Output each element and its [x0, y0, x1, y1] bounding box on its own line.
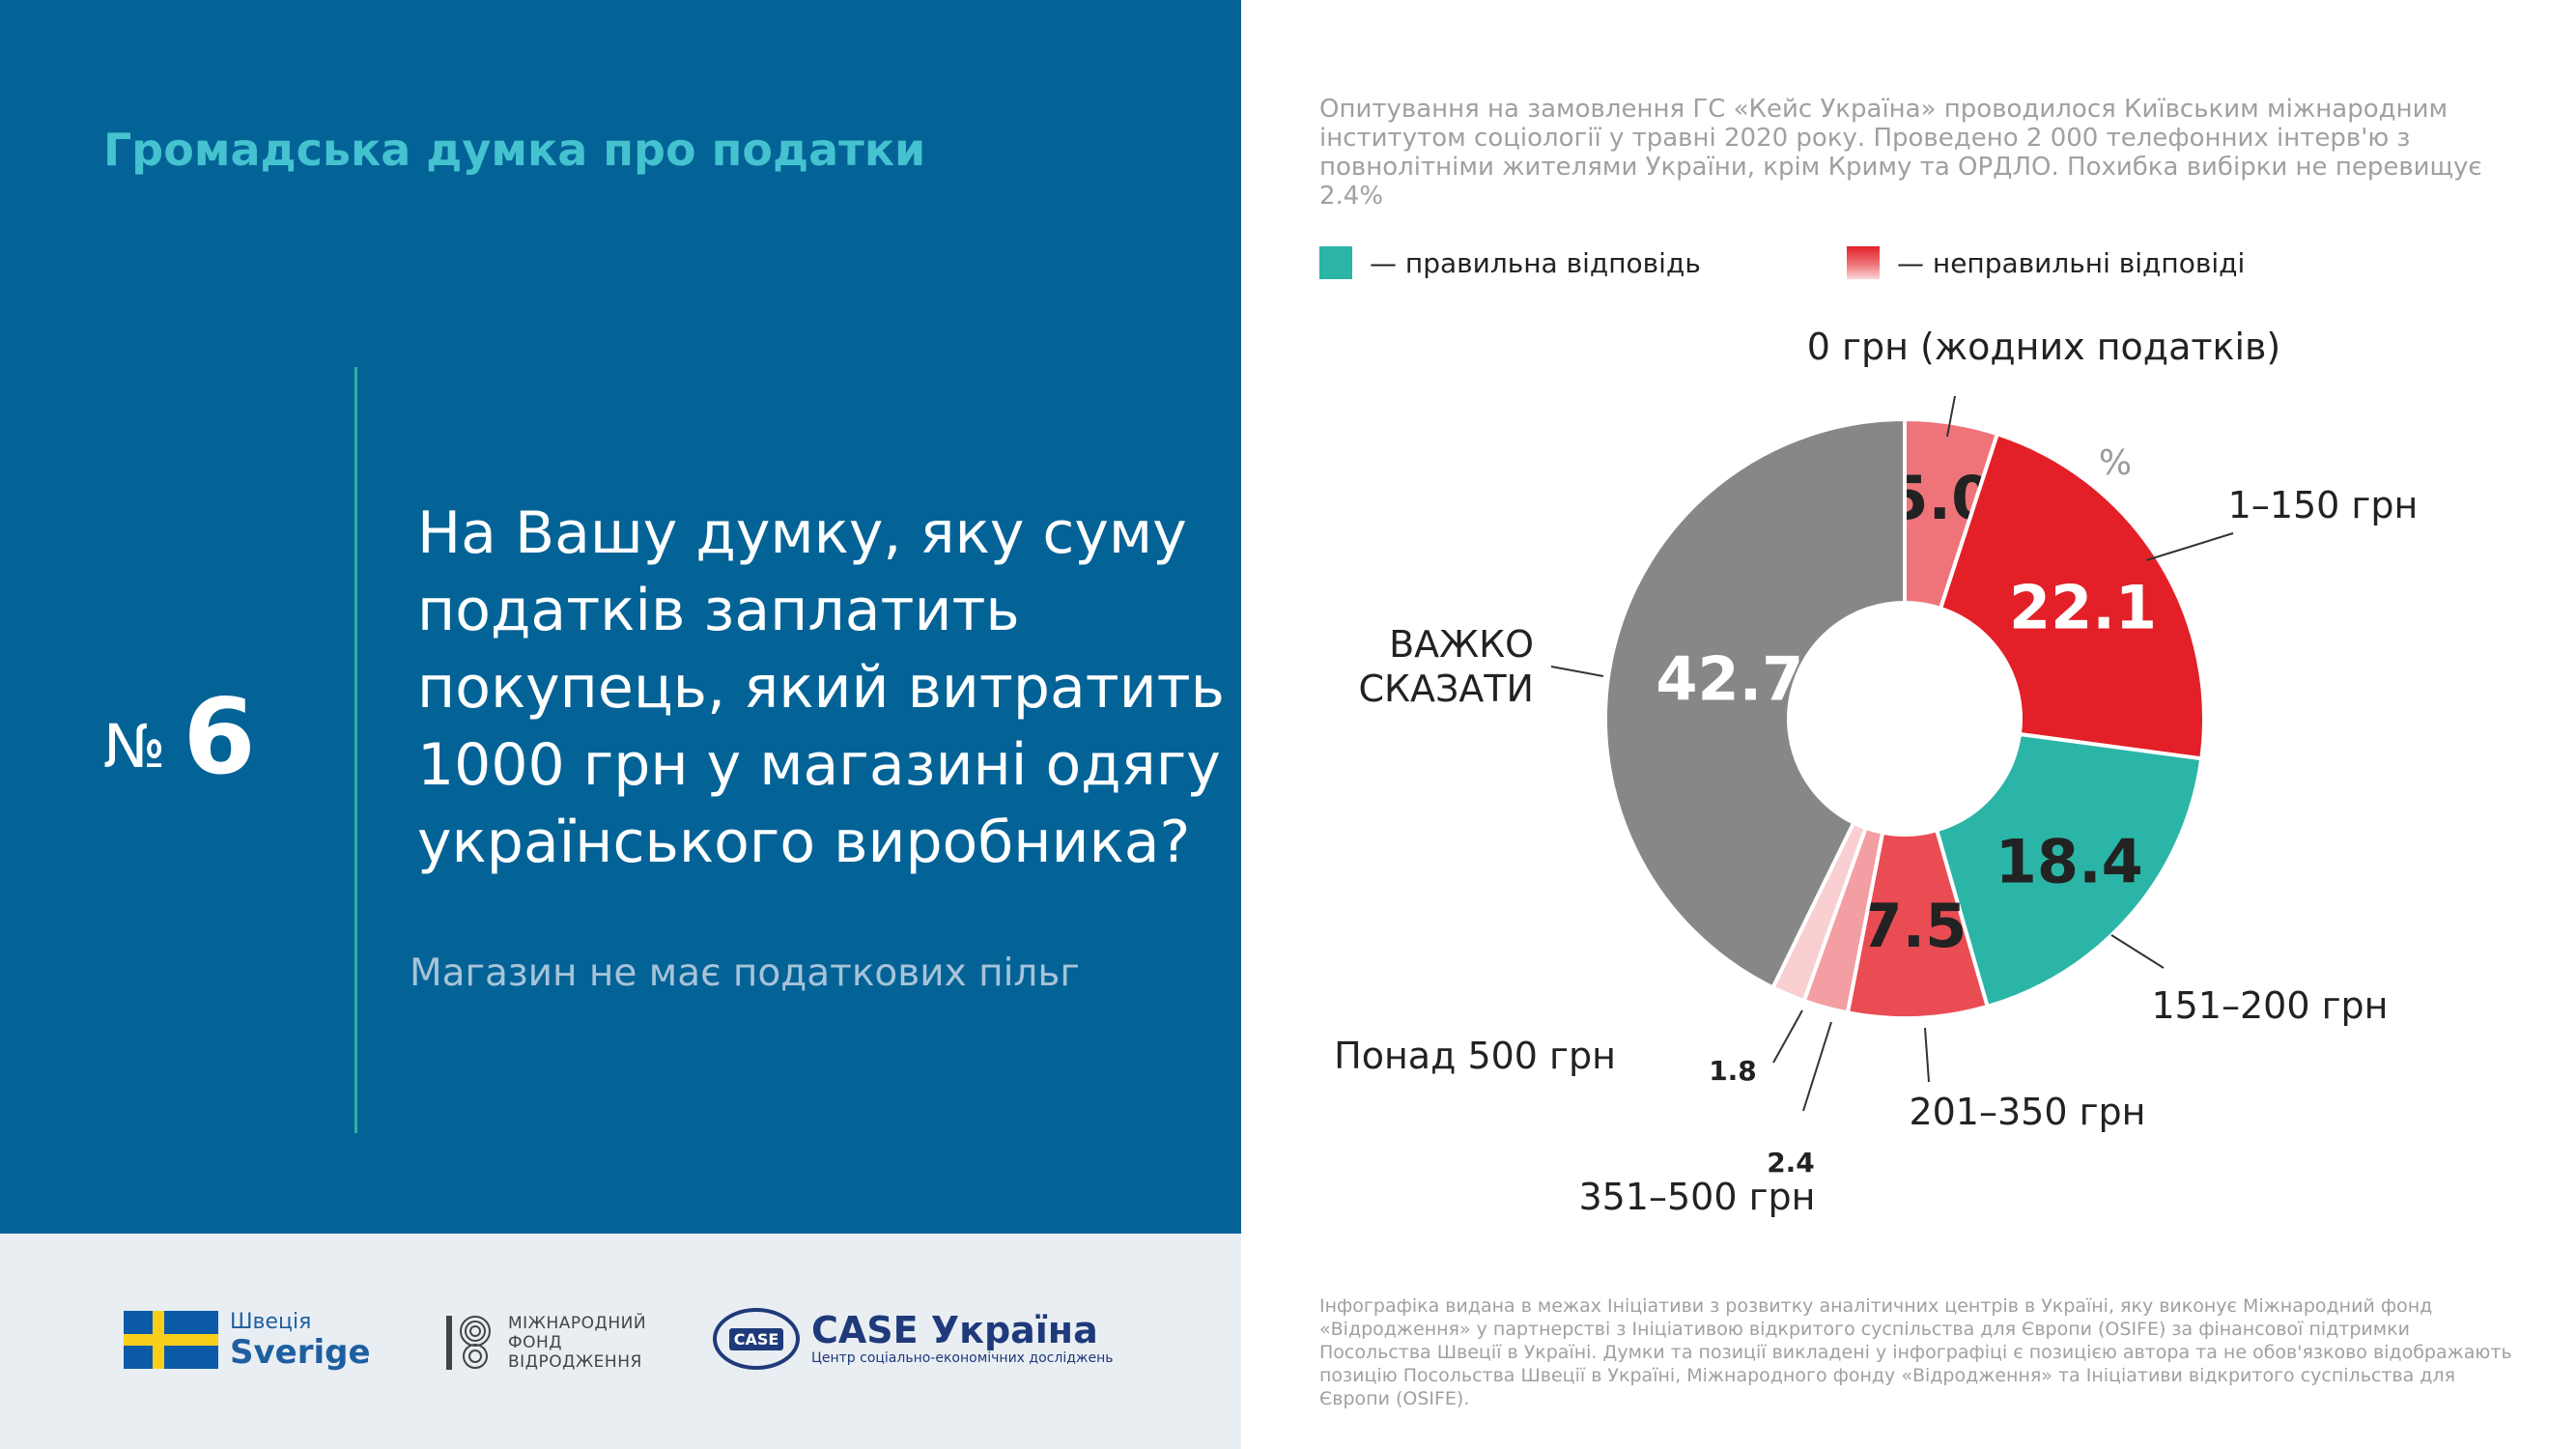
footer-disclaimer: Інфографіка видана в межах Ініціативи з …: [1319, 1295, 2512, 1409]
slice-category-label-3: 201–350 грн: [1909, 1091, 2145, 1133]
case-badge-text: CASE: [728, 1327, 784, 1350]
slice-category-label-2: 151–200 грн: [2151, 984, 2388, 1027]
irf-logo: МІЖНАРОДНИЙ ФОНД ВІДРОДЖЕННЯ: [444, 1314, 646, 1372]
slice-leader-line-2: [2110, 934, 2165, 969]
sweden-logo-line2: Sverige: [230, 1333, 371, 1372]
case-logo-name: CASE Україна: [811, 1309, 1098, 1351]
legend-wrong: — неправильні відповіді: [1847, 246, 2245, 279]
sweden-logo-line1: Швеція: [230, 1310, 312, 1334]
left-panel: [0, 0, 1241, 1234]
case-oval-icon: CASE: [713, 1308, 800, 1370]
swedish-flag-icon: [124, 1311, 218, 1369]
slice-leader-line-3: [1924, 1027, 1930, 1083]
slice-value-label-5: 1.8: [1709, 1055, 1757, 1087]
slice-category-label-5: Понад 500 грн: [1334, 1035, 1616, 1077]
number-value: 6: [183, 677, 256, 798]
sweden-logo: Швеція Sverige: [124, 1310, 371, 1370]
legend-correct-swatch: [1319, 246, 1352, 279]
case-logo: CASE CASE Україна Центр соціально-економ…: [713, 1308, 1114, 1370]
chart-unit-label: %: [2099, 443, 2132, 483]
case-logo-subtitle: Центр соціально-економічних досліджень: [811, 1350, 1114, 1366]
donut-slice-6: [1603, 416, 1907, 991]
number-sign: №: [103, 711, 166, 781]
question-note: Магазин не має податкових пільг: [410, 952, 1080, 995]
irf-logo-line1: МІЖНАРОДНИЙ: [508, 1314, 647, 1333]
donut-slice-1: [1938, 431, 2206, 761]
slice-category-label-6-line1: СКАЗАТИ: [1358, 668, 1534, 710]
slice-leader-line-4: [1802, 1021, 1832, 1112]
irf-mark-icon: [444, 1314, 495, 1372]
question-number: № 6: [103, 686, 256, 790]
slice-value-label-2: 18.4: [1996, 826, 2143, 896]
legend-wrong-swatch: [1847, 246, 1880, 279]
slice-value-label-6: 42.7: [1656, 643, 1803, 714]
slice-leader-line-1: [2145, 532, 2234, 561]
vertical-divider: [354, 367, 357, 1133]
slice-category-label-6-line0: ВАЖКО: [1389, 623, 1534, 666]
slice-leader-line-5: [1772, 1009, 1803, 1064]
legend-correct: — правильна відповідь: [1319, 246, 1701, 279]
legend-correct-label: — правильна відповідь: [1370, 246, 1701, 279]
donut-slice-2: [1934, 731, 2204, 1009]
topic-title: Громадська думка про податки: [103, 124, 926, 176]
slice-leader-line-0: [1946, 395, 1956, 438]
slice-value-label-4: 2.4: [1767, 1147, 1815, 1179]
slice-category-label-4: 351–500 грн: [1578, 1176, 1815, 1218]
irf-logo-line2: ФОНД: [508, 1333, 563, 1352]
slice-category-label-0: 0 грн (жодних податків): [1807, 326, 2280, 368]
question-text: На Вашу думку, яку суму податків заплати…: [417, 499, 1225, 876]
slice-category-label-1: 1–150 грн: [2228, 484, 2419, 526]
slice-leader-line-6: [1550, 666, 1604, 677]
irf-logo-line3: ВІДРОДЖЕННЯ: [508, 1352, 642, 1372]
survey-methodology-note: Опитування на замовлення ГС «Кейс Україн…: [1319, 95, 2482, 211]
legend-wrong-label: — неправильні відповіді: [1897, 246, 2246, 279]
slice-value-label-1: 22.1: [2009, 572, 2157, 642]
slice-value-label-3: 7.5: [1860, 891, 1967, 961]
